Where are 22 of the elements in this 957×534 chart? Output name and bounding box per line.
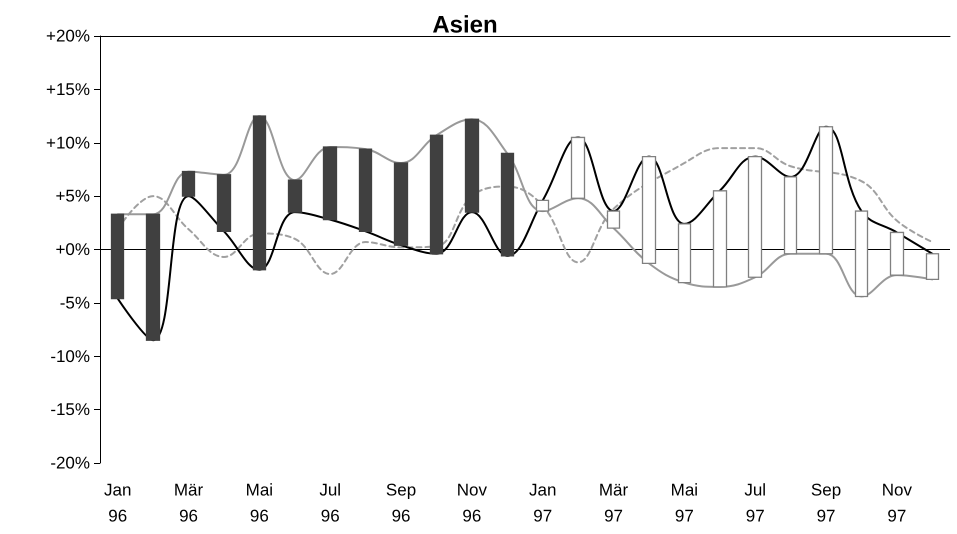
x-tick-label: Jul 96 [319,480,342,526]
y-tick-label: +15% [46,80,90,99]
y-tick-label: +20% [46,26,90,46]
y-tick-label: +5% [56,186,90,206]
chart-title: Asien [432,12,498,38]
x-tick-label: Sep 97 [810,480,842,526]
x-tick-label: Jan 96 [104,480,132,526]
x-tick-label: Nov 97 [882,480,912,526]
y-tick-label: +10% [46,133,90,152]
x-tick-label: Mai 96 [246,480,274,526]
x-tick-label: Mär 97 [598,480,629,526]
y-tick-label: -10% [50,346,90,366]
x-tick-label: Nov 96 [456,480,488,526]
x-tick-label: Jul 97 [744,480,766,526]
x-tick-label: Mai 97 [670,480,698,526]
y-tick-label: -20% [50,454,90,472]
y-tick-label: +0% [56,240,90,259]
y-tick-label: -15% [50,400,90,420]
x-tick-label: Mär 96 [174,480,204,526]
y-tick-label: -5% [60,293,90,312]
x-tick-label: Sep 96 [386,480,416,526]
x-tick-label: Jan 97 [528,480,556,526]
